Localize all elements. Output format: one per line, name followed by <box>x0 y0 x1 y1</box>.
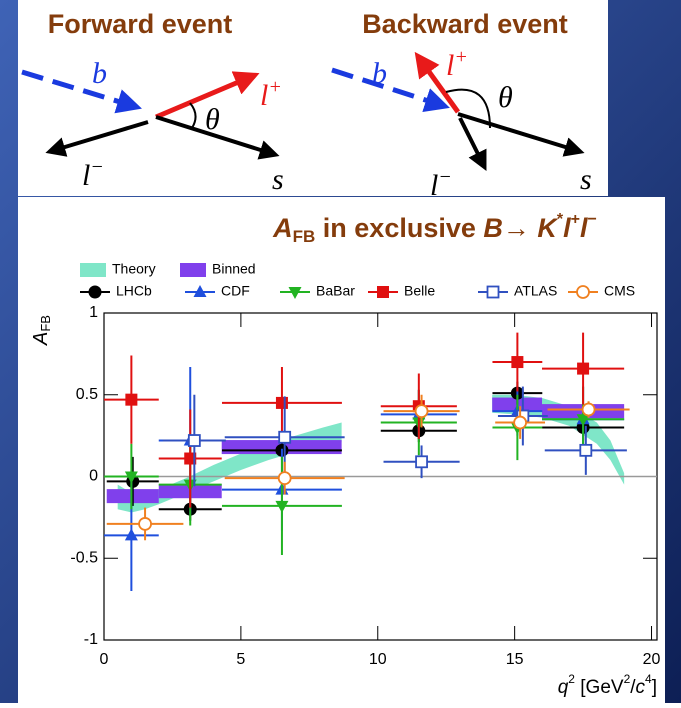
data-point <box>583 403 595 415</box>
slide: Forward event b l+ θ l− s Backward event… <box>0 0 681 703</box>
label: θ <box>205 103 220 136</box>
x-tick-label: 15 <box>506 651 524 668</box>
legend-marker <box>89 286 101 298</box>
y-tick-label: -1 <box>84 631 98 648</box>
legend-label: Theory <box>112 261 156 277</box>
data-point <box>126 394 137 405</box>
legend-marker <box>577 286 589 298</box>
x-tick-label: 5 <box>236 651 245 668</box>
label: b <box>372 57 387 90</box>
legend-label: Belle <box>404 283 435 299</box>
legend-swatch <box>80 263 106 277</box>
x-tick-label: 20 <box>643 651 661 668</box>
y-tick-label: -0.5 <box>70 549 98 566</box>
data-point <box>279 472 291 484</box>
data-point <box>416 405 428 417</box>
label: θ <box>498 81 513 114</box>
x-tick-label: 0 <box>100 651 109 668</box>
legend-label: Binned <box>212 261 256 277</box>
y-tick-label: 0 <box>89 468 98 485</box>
data-point <box>276 397 287 408</box>
data-point <box>580 445 591 456</box>
data-point <box>578 363 589 374</box>
data-point <box>416 456 427 467</box>
label: s <box>272 163 284 196</box>
legend-marker <box>378 287 389 298</box>
page: Forward event b l+ θ l− s Backward event… <box>0 0 681 703</box>
legend-marker <box>488 287 499 298</box>
legend-swatch <box>180 263 206 277</box>
data-point <box>512 357 523 368</box>
data-point <box>514 417 526 429</box>
legend-label: BaBar <box>316 283 355 299</box>
data-point <box>279 432 290 443</box>
label: s <box>580 163 592 196</box>
diagram-title: Backward event <box>362 9 568 39</box>
data-point <box>189 435 200 446</box>
y-tick-label: 1 <box>89 304 98 321</box>
legend-label: ATLAS <box>514 283 557 299</box>
x-tick-label: 10 <box>369 651 387 668</box>
legend-label: CMS <box>604 283 635 299</box>
data-point <box>139 518 151 530</box>
legend-label: CDF <box>221 283 250 299</box>
y-tick-label: 0.5 <box>76 386 98 403</box>
chart-title: AFB in exclusive B→ K*l+l− <box>272 211 597 246</box>
legend-label: LHCb <box>116 283 152 299</box>
diagram-title: Forward event <box>48 9 233 39</box>
label: b <box>92 57 107 90</box>
